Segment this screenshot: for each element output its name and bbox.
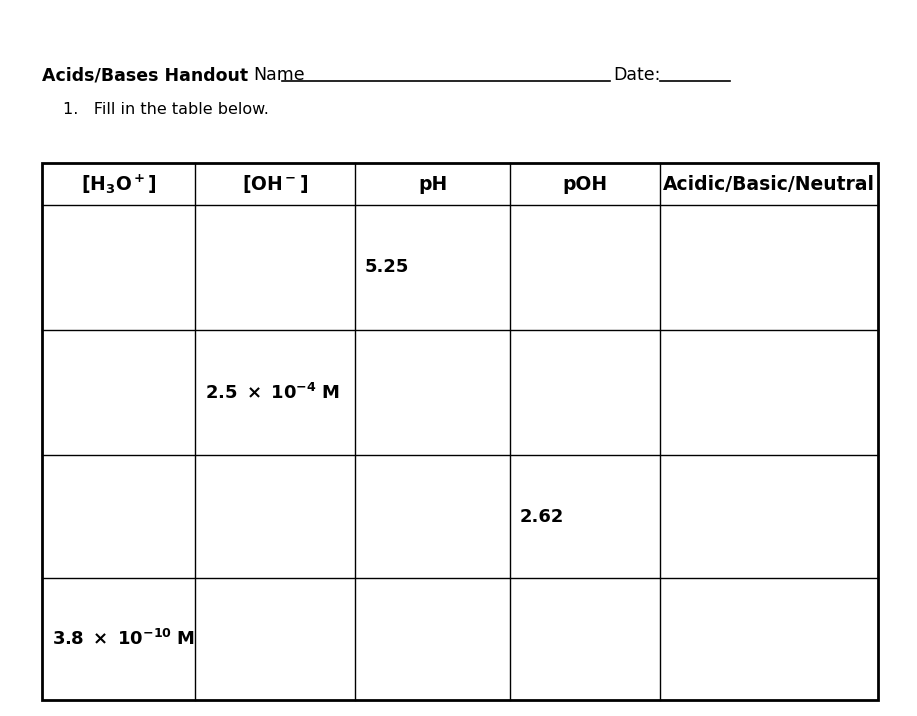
Text: $\mathbf{[H_3O^+]}$: $\mathbf{[H_3O^+]}$	[81, 173, 157, 195]
Text: $\mathbf{2.5\ \times\ 10^{-4}\ M}$: $\mathbf{2.5\ \times\ 10^{-4}\ M}$	[205, 382, 340, 402]
Text: Date:: Date:	[613, 66, 660, 84]
Text: pOH: pOH	[562, 175, 608, 193]
Text: Acidic/Basic/Neutral: Acidic/Basic/Neutral	[663, 175, 875, 193]
Text: 5.25: 5.25	[365, 258, 409, 276]
Text: 2.62: 2.62	[520, 508, 564, 526]
Text: Acids/Bases Handout: Acids/Bases Handout	[42, 66, 249, 84]
Text: Name: Name	[253, 66, 304, 84]
Text: $\mathbf{3.8\ \times\ 10^{-10}\ M}$: $\mathbf{3.8\ \times\ 10^{-10}\ M}$	[52, 629, 195, 649]
Text: $\mathbf{[OH^-]}$: $\mathbf{[OH^-]}$	[242, 173, 308, 195]
Text: pH: pH	[418, 175, 447, 193]
Text: 1.   Fill in the table below.: 1. Fill in the table below.	[63, 102, 269, 117]
Bar	[42, 163, 878, 700]
